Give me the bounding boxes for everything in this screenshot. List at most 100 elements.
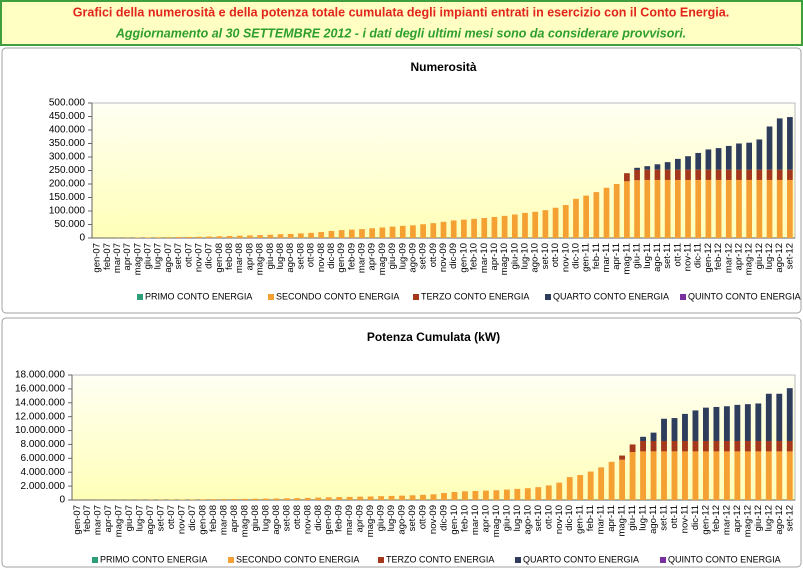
bar	[532, 211, 539, 238]
legend-swatch	[228, 557, 234, 563]
x-tick-label: feb-10	[459, 505, 470, 532]
x-tick-label: apr-08	[244, 243, 255, 270]
bar	[713, 451, 720, 500]
x-tick-label: nov-08	[316, 243, 327, 272]
x-tick-label: gen-07	[92, 243, 103, 273]
bar	[603, 187, 610, 238]
bar	[705, 169, 712, 180]
bar	[252, 498, 259, 500]
bar	[685, 169, 691, 180]
bar	[493, 490, 500, 500]
bar	[682, 413, 688, 441]
bar	[155, 237, 162, 238]
bar	[624, 181, 630, 238]
bar	[654, 164, 661, 170]
x-tick-label: apr-11	[611, 243, 622, 270]
x-tick-label: gen-12	[703, 243, 714, 273]
legend-label: SECONDO CONTO ENERGIA	[276, 291, 399, 301]
bar	[776, 169, 783, 180]
y-tick-label: 6.000.000	[21, 453, 66, 464]
y-tick-label: 2.000.000	[21, 481, 66, 492]
bar	[451, 492, 458, 500]
bar	[378, 496, 385, 500]
bar	[744, 404, 751, 441]
bar	[359, 229, 365, 238]
x-tick-label: gen-12	[700, 505, 711, 535]
x-tick-label: mag-12	[742, 505, 753, 537]
bar	[619, 459, 626, 500]
bar	[674, 169, 681, 180]
bar	[776, 393, 783, 441]
bar	[650, 432, 657, 441]
x-tick-label: nov-11	[683, 243, 694, 271]
bar	[273, 498, 280, 500]
bar	[196, 236, 202, 238]
x-tick-label: giu-11	[627, 505, 638, 531]
x-tick-label: apr-12	[733, 243, 744, 270]
x-tick-label: feb-10	[469, 243, 480, 270]
x-tick-label: ago-08	[271, 505, 282, 535]
bar	[703, 451, 709, 500]
bar	[593, 192, 600, 238]
x-tick-label: dic-09	[448, 243, 459, 269]
x-tick-label: feb-12	[713, 243, 724, 270]
bar	[674, 179, 681, 238]
bar	[535, 487, 542, 500]
bar	[165, 237, 172, 238]
bar	[566, 477, 573, 500]
bar	[257, 235, 263, 238]
x-tick-label: ott-08	[306, 243, 317, 267]
x-tick-label: ott-10	[550, 243, 561, 267]
bar	[369, 228, 376, 238]
header-box	[0, 0, 803, 46]
bar	[450, 220, 457, 238]
bar	[304, 497, 311, 500]
bar	[328, 230, 335, 238]
bar	[671, 451, 678, 500]
legend-swatch	[413, 294, 419, 300]
x-tick-label: gen-07	[72, 505, 83, 535]
y-tick-label: 14.000.000	[15, 397, 65, 408]
bar	[185, 236, 192, 238]
bar	[348, 229, 355, 238]
x-tick-label: apr-12	[732, 505, 743, 532]
bar	[654, 179, 661, 238]
bar	[399, 225, 406, 238]
legend-swatch	[660, 557, 666, 563]
legend-swatch	[268, 294, 274, 300]
x-tick-label: feb-11	[591, 243, 602, 269]
x-tick-label: mar-08	[218, 505, 229, 535]
bar	[200, 499, 206, 500]
bar	[787, 117, 793, 170]
legend-swatch	[680, 294, 686, 300]
legend-swatch	[545, 294, 551, 300]
x-tick-label: ott-07	[166, 505, 177, 529]
bar	[210, 499, 217, 500]
bar	[583, 195, 589, 238]
bar	[298, 233, 304, 238]
bar	[713, 440, 720, 452]
bar	[346, 496, 353, 500]
bar	[573, 198, 579, 238]
x-tick-label: gen-08	[197, 505, 208, 535]
bar	[399, 495, 405, 500]
x-tick-label: ott-07	[183, 243, 194, 267]
bar	[577, 475, 584, 500]
legend-swatch	[137, 294, 143, 300]
x-tick-label: ago-07	[145, 505, 156, 535]
x-tick-label: mag-10	[499, 243, 510, 275]
x-tick-label: dic-11	[690, 505, 701, 530]
legend-swatch	[92, 557, 98, 563]
x-tick-label: mar-11	[601, 243, 612, 272]
bar	[786, 388, 793, 441]
x-tick-label: mar-07	[112, 243, 123, 273]
x-tick-label: mar-08	[234, 243, 245, 273]
x-tick-label: set-11	[659, 505, 670, 531]
bar	[736, 179, 742, 238]
bar	[766, 169, 773, 180]
bar	[221, 499, 227, 500]
bar	[671, 440, 678, 452]
x-tick-label: dic-10	[564, 505, 575, 531]
bar	[624, 173, 630, 182]
bar	[640, 451, 646, 500]
